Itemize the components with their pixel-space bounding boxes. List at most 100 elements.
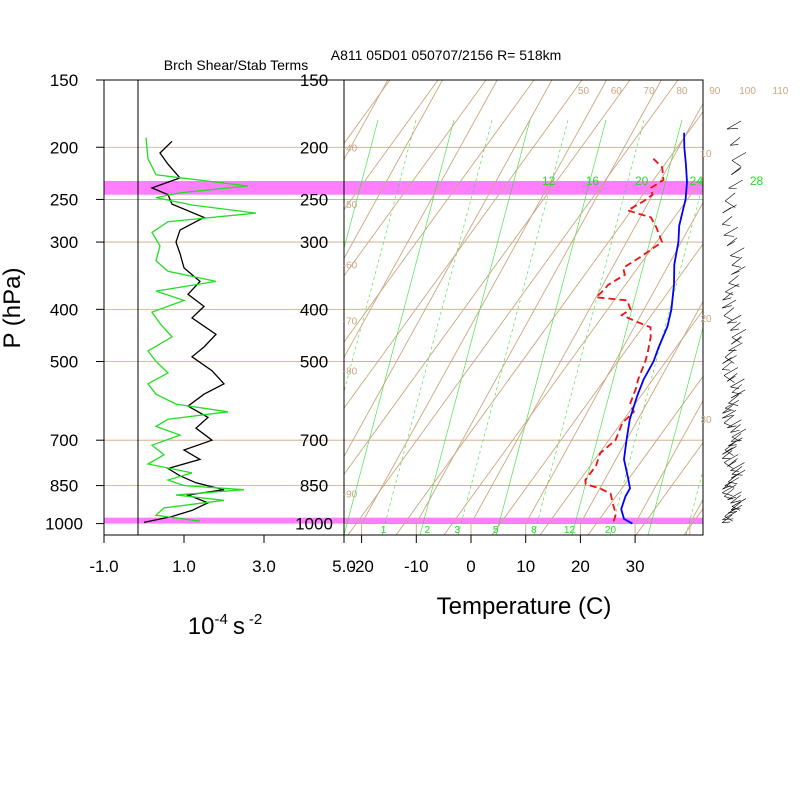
wind-barb-flag xyxy=(723,414,735,424)
right-isotherm-label-10: 10 xyxy=(700,149,712,160)
left-xtick-label-1: 1.0 xyxy=(172,557,196,576)
right-ytick-label-250: 250 xyxy=(300,190,328,209)
wind-barb xyxy=(730,255,740,259)
wind-barb-flag xyxy=(731,384,743,393)
right-ytick-label-500: 500 xyxy=(300,353,328,372)
wind-barb xyxy=(723,234,735,237)
shear-stability-panel: 150 200 250 300 400 500 700 850 1000 -1.0 1.0 3.0 5… xyxy=(0,57,356,640)
left-isotherm-label--40: -40 xyxy=(343,143,358,154)
mixing-ratio-label-16: 16 xyxy=(586,174,600,188)
wind-barb-flag xyxy=(727,419,742,429)
left-ytick-label-400: 400 xyxy=(50,300,78,319)
bottom-mix-label-8: 8 xyxy=(531,525,537,536)
right-isotherm-label-20: 20 xyxy=(700,314,712,325)
left-series-1 xyxy=(145,137,257,522)
wind-barb-flag xyxy=(721,450,733,459)
wind-barb-flag xyxy=(728,275,739,284)
left-isotherm-label--80: -80 xyxy=(343,367,358,378)
left-xtick-label-3: 5.0 xyxy=(332,557,356,576)
wind-barb xyxy=(731,160,741,167)
temp-tick-label-30: 30 xyxy=(626,557,645,576)
wind-barb-flag xyxy=(722,484,737,494)
top-label-50: 50 xyxy=(578,86,590,97)
dry-adiabat-line xyxy=(344,80,391,145)
mixing-ratio-line xyxy=(344,119,455,535)
wind-barb xyxy=(730,500,741,504)
dry-adiabat-line xyxy=(344,80,439,211)
left-series-lines xyxy=(143,137,257,524)
highlight-bands xyxy=(104,180,703,524)
right-ytick-label-300: 300 xyxy=(300,233,328,252)
wind-barb xyxy=(730,470,739,472)
temperature-tick-labels: -20 -10 0 10 20 30 xyxy=(349,535,645,576)
wind-barb xyxy=(727,496,737,501)
left-ytick-label-150: 150 xyxy=(50,71,78,90)
wind-barb-flag xyxy=(723,488,735,497)
wind-barb-flag xyxy=(731,466,743,475)
wind-barb-flag xyxy=(730,462,745,471)
isotherm-line xyxy=(525,201,703,524)
wind-barb-flag xyxy=(730,494,741,504)
isotherm-line xyxy=(415,80,662,524)
wind-barb-flag xyxy=(731,166,742,175)
bottom-mix-label-20: 20 xyxy=(605,525,617,536)
right-ytick-label-850: 850 xyxy=(300,477,328,496)
left-isotherm-label--50: -50 xyxy=(343,200,358,211)
wind-barb-flag xyxy=(722,405,733,414)
wind-barb-flag xyxy=(730,322,741,331)
skewed-isotherm-lines xyxy=(0,80,800,535)
left-ytick-label-700: 700 xyxy=(50,431,78,450)
top-label-90: 90 xyxy=(709,86,721,97)
wind-barb xyxy=(728,444,737,447)
dry-adiabat-line xyxy=(344,80,535,343)
top-label-100: 100 xyxy=(739,86,756,97)
bottom-mix-label-3: 3 xyxy=(455,525,461,536)
wind-barb-flag xyxy=(728,473,739,483)
left-ytick-label-300: 300 xyxy=(50,233,78,252)
mixing-ratio-line xyxy=(762,120,800,535)
wind-barb-flag xyxy=(723,227,738,236)
wind-barb-flag xyxy=(730,378,745,388)
bottom-mix-label-12: 12 xyxy=(564,525,576,536)
wind-barb-flag xyxy=(731,329,747,338)
dry-adiabat-line xyxy=(0,80,246,535)
wind-barb xyxy=(722,492,733,496)
wind-barb xyxy=(722,410,731,414)
wind-barb xyxy=(722,369,731,371)
top-isotherm-labels: 5060708090100110120130140150 xyxy=(578,86,789,97)
wind-barb-flag xyxy=(722,514,733,523)
bottom-mix-label-1: 1 xyxy=(381,525,387,536)
left-isotherm-label--60: -60 xyxy=(343,260,358,271)
wind-barb-flag xyxy=(723,307,735,316)
wind-barb-flag xyxy=(730,424,741,433)
wind-barb xyxy=(724,407,734,411)
dry-adiabat-line xyxy=(732,80,800,535)
left-ytick-label-1000: 1000 xyxy=(45,515,83,534)
left-ytick-label-500: 500 xyxy=(50,353,78,372)
unit-exponent-2: -2 xyxy=(249,611,262,628)
mixing-ratio-label-12: 12 xyxy=(542,174,556,188)
temp-tick-label-10: 10 xyxy=(516,557,535,576)
wind-barb-flag xyxy=(728,394,739,404)
side-isotherm-labels: -40 -50 -60 -70 -80 -90 10 20 30 xyxy=(343,143,712,500)
mixing-ratio-line xyxy=(419,119,531,535)
temperature-profile xyxy=(620,132,688,525)
wind-barb-flag xyxy=(722,355,737,364)
wind-barb-flag xyxy=(731,257,743,266)
left-x-axis-label: 10-4 s -2 xyxy=(188,611,262,640)
wind-barb-flag xyxy=(723,454,739,463)
wind-barb xyxy=(722,305,732,309)
wind-barb-flag xyxy=(730,137,741,146)
wind-barb-flag xyxy=(725,192,736,202)
highlight-band-0 xyxy=(104,180,703,195)
wind-barb-flag xyxy=(726,237,738,246)
wind-barb-flag xyxy=(723,367,739,376)
wind-barb xyxy=(728,481,738,485)
bottom-mix-label-2: 2 xyxy=(424,525,430,536)
right-ytick-label-400: 400 xyxy=(300,300,328,319)
temp-tick-label-0: 0 xyxy=(466,557,475,576)
right-ytick-label-1000: 1000 xyxy=(295,515,333,534)
temperature-axis-label: Temperature (C) xyxy=(437,593,612,620)
